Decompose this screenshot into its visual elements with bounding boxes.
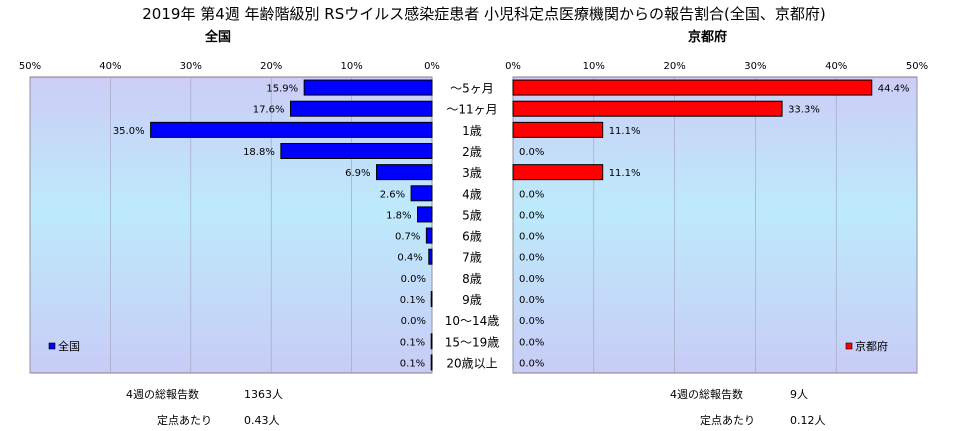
kyoto-bar [512,121,604,138]
kyoto-legend-label: 京都府 [855,339,888,353]
kyoto-legend-swatch [845,342,853,350]
kyoto-subtitle: 京都府 [688,30,728,45]
kyoto-tick-label: 20% [663,61,685,72]
national-bar [150,121,433,138]
kyoto-data-label: 33.3% [788,105,820,116]
national-per-site-value: 0.43人 [244,414,280,427]
kyoto-tick-label: 0% [505,61,521,72]
national-data-label: 0.1% [400,337,425,348]
kyoto-data-label: 0.0% [519,295,544,306]
national-subtitle: 全国 [205,30,232,45]
national-data-label: 0.7% [395,232,420,243]
national-plot-area [29,76,433,374]
kyoto-data-label: 0.0% [519,274,544,285]
kyoto-bar [512,79,873,96]
kyoto-per-site-value: 0.12人 [790,414,826,427]
national-data-label: 2.6% [380,189,405,200]
kyoto-data-label: 0.0% [519,147,544,158]
national-bar [280,143,433,159]
age-category-label: 1歳 [462,124,482,138]
national-tick-label: 40% [99,61,121,72]
kyoto-data-label: 0.0% [519,253,544,264]
kyoto-data-label: 0.0% [519,232,544,243]
national-data-label: 0.0% [401,316,426,327]
national-legend-swatch [48,342,56,350]
kyoto-total-value: 9人 [790,388,808,401]
national-tick-label: 50% [19,61,41,72]
national-data-label: 0.0% [401,274,426,285]
national-bar [428,248,433,265]
age-category-label: 10～14歳 [445,314,500,328]
kyoto-data-label: 0.0% [519,358,544,369]
kyoto-data-label: 0.0% [519,316,544,327]
kyoto-total-label: 4週の総報告数 [670,388,743,401]
age-category-label: 4歳 [462,187,482,201]
kyoto-bar [512,164,604,181]
age-category-label: 6歳 [462,230,482,244]
national-data-label: 15.9% [266,84,298,95]
national-bar [376,164,433,181]
national-bar [430,291,433,307]
age-category-label: 7歳 [462,251,482,265]
national-bar [417,206,433,223]
age-category-label: 3歳 [462,166,482,180]
national-bar [303,79,433,96]
age-category-label: 5歳 [462,208,482,222]
age-category-label: 20歳以上 [446,356,497,370]
national-tick-label: 30% [180,61,202,72]
kyoto-data-label: 11.1% [609,126,641,137]
national-bar [430,354,433,371]
national-tick-label: 0% [424,61,440,72]
kyoto-data-label: 11.1% [609,168,641,179]
kyoto-data-label: 0.0% [519,210,544,221]
kyoto-data-label: 0.0% [519,189,544,200]
national-bar [410,185,433,202]
chart-title: 2019年 第4週 年齢階級別 RSウイルス感染症患者 小児科定点医療機関からの… [142,5,826,23]
kyoto-bar [512,100,783,117]
age-category-label: 15～19歳 [445,335,500,349]
age-category-label: 9歳 [462,293,482,307]
national-data-label: 0.1% [400,295,425,306]
national-per-site-label: 定点あたり [157,414,212,427]
national-total-label: 4週の総報告数 [126,388,199,401]
kyoto-tick-label: 50% [906,61,928,72]
kyoto-data-label: 44.4% [878,84,910,95]
national-data-label: 17.6% [253,105,285,116]
national-data-label: 35.0% [113,126,145,137]
national-bar [430,333,433,350]
age-category-label: ～11ヶ月 [446,103,497,117]
national-bar [425,227,433,244]
kyoto-plot-area [512,76,918,374]
kyoto-data-label: 0.0% [519,337,544,348]
kyoto-tick-label: 30% [744,61,766,72]
national-bar [289,100,433,117]
national-data-label: 0.4% [397,253,422,264]
national-legend-label: 全国 [58,339,80,353]
age-category-label: ～5ヶ月 [450,82,494,96]
national-total-value: 1363人 [244,388,283,401]
national-tick-label: 10% [340,61,362,72]
age-category-label: 2歳 [462,145,482,159]
national-tick-label: 20% [260,61,282,72]
national-data-label: 18.8% [243,147,275,158]
national-data-label: 6.9% [345,168,370,179]
age-category-label: 8歳 [462,272,482,286]
national-data-label: 0.1% [400,358,425,369]
kyoto-tick-label: 40% [825,61,847,72]
kyoto-tick-label: 10% [583,61,605,72]
national-data-label: 1.8% [386,210,411,221]
kyoto-per-site-label: 定点あたり [700,414,755,427]
